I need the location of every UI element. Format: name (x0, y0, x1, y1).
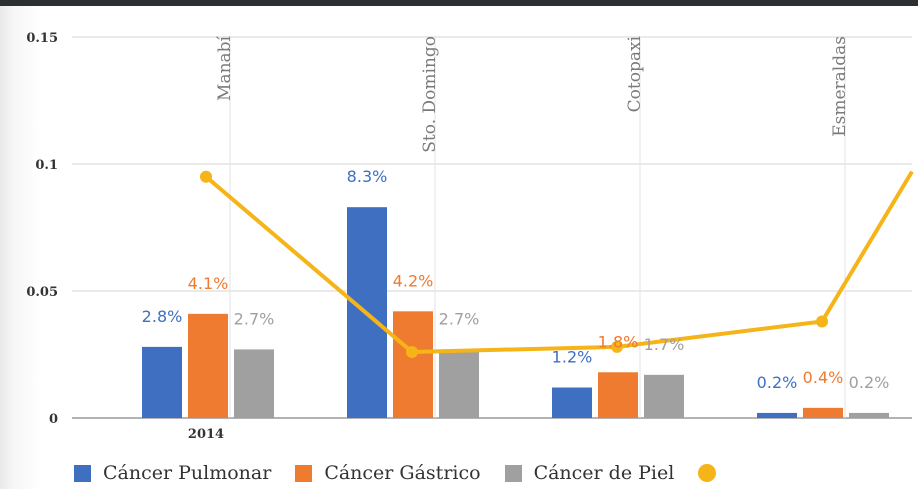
y-tick-label: 0 (49, 412, 58, 427)
category-label: Sto. Domingo (420, 36, 440, 153)
legend-item (698, 464, 717, 482)
line-path (204, 170, 914, 354)
legend-label: Cáncer de Piel (533, 462, 675, 484)
y-axis: 0 0.05 0.1 0.15 (26, 31, 58, 427)
bar-data-label: 4.2% (393, 271, 434, 290)
legend-label: Cáncer Gástrico (324, 462, 481, 484)
bar (234, 349, 274, 418)
bar (439, 349, 479, 418)
bar-data-label: 1.7% (644, 335, 685, 354)
bar (598, 372, 638, 418)
bar-data-label: 0.2% (849, 373, 890, 392)
line-point (406, 345, 418, 358)
bar (644, 374, 684, 418)
line-series (200, 170, 914, 358)
line-point (611, 340, 623, 353)
category-label: Manabí (215, 35, 235, 101)
category-label: Cotopaxi (625, 35, 645, 112)
y-tick-label: 0.05 (26, 285, 58, 300)
data-labels: 2.8% 4.1% 2.7% 8.3% 4.2% 2.7% 1.2% 1.8% 1.7% 0.2%… (142, 167, 890, 392)
bar (757, 412, 797, 418)
y-tick-label: 0.1 (35, 158, 58, 173)
bars (142, 207, 889, 418)
bar-data-label: 2.7% (234, 309, 275, 328)
bar-data-label: 8.3% (347, 167, 388, 186)
bar-data-label: 1.8% (598, 332, 639, 351)
x-group-label: 2014 (188, 427, 224, 442)
legend-swatch (504, 464, 522, 482)
category-labels: Manabí Sto. Domingo Cotopaxi Esmeraldas (215, 35, 850, 152)
legend-item: Cáncer Gástrico (295, 462, 481, 484)
bar (393, 311, 433, 418)
chart-svg: 0 0.05 0.1 0.15 Manabí Sto. Domingo Cotopaxi E… (26, 31, 914, 442)
line-point (816, 315, 828, 328)
bar-data-label: 4.1% (188, 274, 229, 293)
bar (803, 407, 843, 418)
legend-line-swatch (698, 464, 717, 482)
bar-data-label: 0.2% (757, 373, 798, 392)
bar-data-label: 1.2% (552, 348, 593, 367)
line-point (200, 170, 212, 183)
legend-swatch (295, 464, 313, 482)
bar-data-label: 0.4% (803, 368, 844, 387)
y-tick-label: 0.15 (26, 31, 58, 46)
legend: Cáncer Pulmonar Cáncer Gástrico Cáncer de … (74, 460, 740, 486)
bar (188, 313, 228, 418)
legend-label: Cáncer Pulmonar (103, 462, 272, 484)
bar-data-label: 2.7% (439, 309, 480, 328)
bar (552, 387, 592, 418)
bar-data-label: 2.8% (142, 307, 183, 326)
category-label: Esmeraldas (830, 36, 850, 137)
top-bar (0, 0, 918, 6)
bar (849, 412, 889, 418)
legend-swatch (74, 464, 91, 482)
legend-item: Cáncer Pulmonar (74, 462, 271, 484)
legend-item: Cáncer de Piel (504, 462, 675, 484)
bar (142, 346, 182, 418)
